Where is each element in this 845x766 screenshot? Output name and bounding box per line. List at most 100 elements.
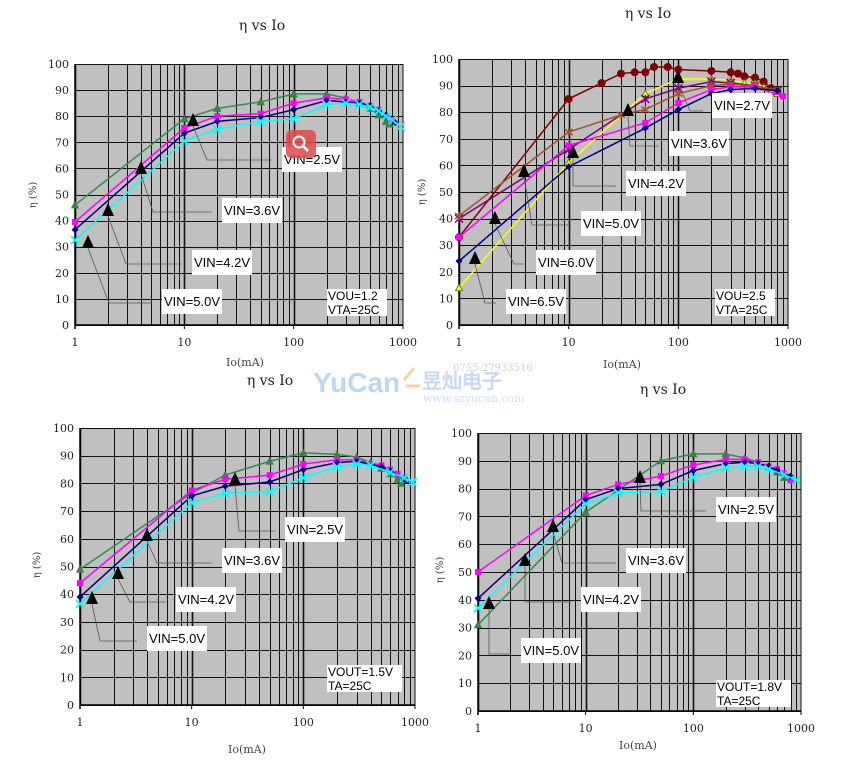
series-line (458, 87, 778, 262)
conditions-box (716, 680, 791, 707)
data-point-x (779, 470, 789, 480)
y-tick-label: 80 (439, 106, 453, 119)
conditions-box (715, 289, 775, 316)
data-point-square (290, 100, 297, 107)
annotation-callout: VIN=6.0V (489, 211, 596, 275)
data-point-square (394, 470, 401, 477)
data-point-diamond (641, 124, 649, 132)
data-point-diamond (565, 163, 573, 171)
annotation-callout: VIN=2.5V (634, 470, 776, 522)
y-tick-label: 100 (53, 422, 74, 435)
annotation-box (192, 250, 252, 275)
y-tick-label: 20 (439, 266, 453, 279)
watermark-swoosh-icon (402, 367, 420, 388)
data-point-triangle (374, 110, 383, 119)
x-tick-label: 1 (456, 336, 463, 349)
arrow-head-icon (489, 211, 501, 224)
data-point-triangle (265, 456, 274, 465)
data-point-x (763, 464, 774, 474)
data-point-diamond (71, 226, 79, 234)
conditions-text: VTA=25C (716, 303, 768, 317)
data-point-diamond (213, 117, 221, 125)
data-point-square (456, 234, 462, 241)
data-point-triangle (396, 479, 406, 487)
leader-line (639, 482, 706, 512)
annotation-label: VIN=3.6V (671, 136, 727, 151)
conditions-text: VOU=1.2 (328, 289, 378, 303)
annotation-box (162, 289, 222, 314)
data-point-x (395, 122, 406, 132)
annotation-callout: VIN=2.5V (229, 472, 345, 542)
y-tick-label: 50 (458, 566, 472, 579)
data-point-circle (707, 66, 716, 75)
y-tick-label: 20 (458, 649, 472, 662)
data-point-circle (641, 68, 650, 77)
arrow-head-icon (547, 519, 559, 532)
arrow-head-icon (518, 164, 530, 177)
series-4 (75, 459, 418, 609)
annotation-label: VIN=5.0V (164, 294, 220, 309)
data-point-diamond (266, 478, 274, 486)
magnifier-handle (302, 145, 309, 152)
data-point-x (753, 461, 763, 471)
annotation-label: VIN=4.2V (194, 255, 250, 270)
arrow-head-icon (622, 103, 634, 116)
data-point-x (70, 235, 80, 245)
leader-line (552, 531, 616, 564)
y-tick-label: 50 (439, 186, 453, 199)
x-tick-label: 1000 (401, 716, 429, 729)
x-axis-label: Io(mA) (226, 356, 264, 369)
y-tick-label: 30 (60, 616, 74, 629)
annotation-box (626, 548, 686, 573)
leader-line (524, 566, 571, 603)
y-tick-label: 0 (67, 699, 74, 712)
annotation-label: VIN=4.2V (583, 592, 639, 607)
annotation-callout: VIN=3.6V (135, 161, 282, 223)
data-point-square (188, 487, 195, 494)
x-axis-label: Io(mA) (603, 358, 641, 371)
data-point-x (75, 599, 85, 609)
annotation-label: VIN=4.2V (628, 176, 684, 191)
data-point-x (613, 488, 623, 498)
data-point-square (675, 99, 682, 106)
annotation-label: VIN=2.5V (287, 522, 343, 537)
y-tick-label: 50 (60, 561, 74, 574)
arrow-head-icon (141, 528, 153, 541)
annotation-callout: VIN=5.0V (82, 235, 222, 314)
watermark-url: www.szyucan.com (423, 392, 525, 405)
leader-line (91, 603, 137, 642)
data-point-triangle (581, 507, 590, 516)
zoom-overlay[interactable] (286, 130, 316, 158)
data-point-diamond (180, 129, 188, 137)
conditions-text: TA=25C (328, 679, 372, 693)
y-tick-label: 40 (55, 215, 69, 228)
data-point-star (564, 128, 574, 137)
y-tick-label: 90 (458, 455, 472, 468)
x-tick-label: 100 (283, 336, 304, 349)
annotation-box (222, 198, 282, 223)
arrow-head-icon (112, 566, 124, 579)
y-tick-label: 80 (55, 110, 69, 123)
x-tick-label: 1 (475, 722, 482, 735)
y-tick-label: 40 (439, 213, 453, 226)
annotation-label: VIN=5.0V (523, 643, 579, 658)
magnifier-lens (292, 135, 306, 149)
data-point-star (454, 211, 464, 220)
annotation-label: VIN=3.6V (628, 553, 684, 568)
chart-title: η vs Io (625, 6, 671, 22)
conditions-text: VOU=2.5 (716, 289, 766, 303)
x-axis-label: Io(mA) (619, 739, 657, 752)
data-point-diamond (76, 593, 84, 601)
x-axis-label: Io(mA) (228, 743, 266, 756)
data-point-x (265, 487, 275, 497)
conditions-box (327, 665, 402, 692)
y-tick-label: 50 (55, 189, 69, 202)
leader-line (107, 215, 182, 265)
y-tick-label: 100 (48, 58, 69, 71)
series-line (458, 86, 784, 238)
data-point-triangle (656, 456, 666, 465)
data-point-square (779, 93, 786, 100)
watermark-phone: 0755-27933516 (453, 363, 533, 374)
annotation-box (716, 497, 776, 522)
